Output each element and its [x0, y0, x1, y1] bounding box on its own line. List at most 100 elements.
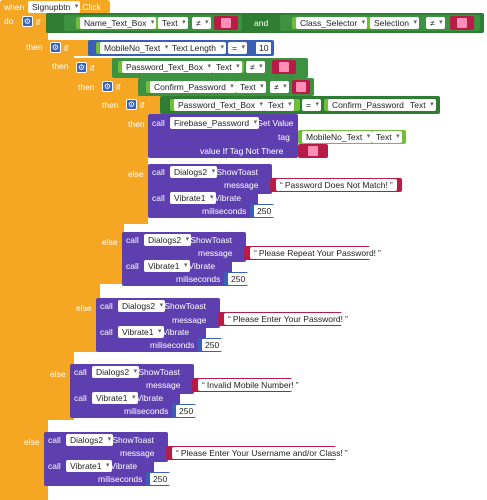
vibrate-2-call: call — [126, 261, 139, 271]
cond3-prop-dropdown[interactable]: Text — [212, 61, 242, 73]
if-4-gear-icon[interactable]: ⚙ — [102, 81, 113, 92]
if-block-5[interactable] — [122, 96, 148, 224]
cond4-empty-string — [296, 82, 306, 92]
firebase-component-dropdown[interactable]: Firebase_Password — [170, 117, 260, 129]
vibrate-3-call: call — [100, 327, 113, 337]
if-1-then-label: then — [26, 42, 43, 52]
if-block-2[interactable] — [46, 40, 74, 420]
cond3-empty-string — [279, 62, 289, 72]
if-3-gear-icon[interactable]: ⚙ — [76, 62, 87, 73]
toast-invalid-mobile-text[interactable]: Invalid Mobile Number! — [198, 379, 303, 391]
vibrate-5-ms-label: miliseconds — [98, 474, 143, 484]
toast-enter-pw-method: .ShowToast — [162, 301, 206, 311]
toast-mismatch-method: .ShowToast — [214, 167, 258, 177]
vibrate-2-method: .Vibrate — [186, 261, 216, 271]
if-5-gear-icon[interactable]: ⚙ — [126, 99, 137, 110]
vibrate-3-method: .Vibrate — [160, 327, 190, 337]
if-2-label: if — [64, 43, 69, 53]
vibrate-4-component-dropdown[interactable]: Vibrate1 — [92, 392, 138, 404]
vibrate-3-component-dropdown[interactable]: Vibrate1 — [118, 326, 164, 338]
cond4-prop-dropdown[interactable]: Text — [236, 81, 266, 93]
if-block-3[interactable] — [72, 58, 100, 352]
event-block-signupbtn-click[interactable] — [0, 0, 18, 500]
firebase-tag-label: tag — [278, 132, 290, 142]
if-block-4[interactable] — [98, 78, 124, 284]
cond5-left-prop-dropdown[interactable]: Text — [264, 99, 294, 111]
toast-enter-user-dialogs-dropdown[interactable]: Dialogs2 — [66, 434, 114, 446]
cond2-prop-dropdown[interactable]: Text Length — [168, 42, 226, 54]
vibrate-2-component-dropdown[interactable]: Vibrate1 — [144, 260, 190, 272]
if-block-1[interactable] — [18, 13, 48, 500]
if-4-then-label: then — [102, 100, 119, 110]
cond1-right-component-dropdown[interactable]: Class_Selector — [296, 17, 368, 29]
toast-enter-user-message-label: message — [120, 448, 155, 458]
toast-enter-user-text[interactable]: Please Enter Your Username and/or Class! — [172, 447, 352, 459]
firebase-tag-prop-dropdown[interactable]: Text — [372, 131, 402, 143]
cond1-left-empty-string — [221, 18, 231, 28]
toast-enter-pw-message-label: message — [172, 315, 207, 325]
event-component-dropdown[interactable]: Signupbtn — [28, 1, 81, 13]
event-name-label: .Click — [80, 2, 101, 12]
vibrate-2-ms-value[interactable]: 250 — [228, 273, 249, 285]
firebase-value-if-label: value If Tag Not There — [200, 146, 284, 156]
cond5-left-component-dropdown[interactable]: Password_Text_Box — [174, 99, 266, 111]
cond2-value[interactable]: 10 — [256, 42, 272, 54]
vibrate-4-ms-value[interactable]: 250 — [176, 405, 197, 417]
if-1-else-label: else — [24, 437, 40, 447]
cond3-op-dropdown[interactable]: ≠ — [246, 61, 265, 73]
toast-invalid-mobile-dialogs-dropdown[interactable]: Dialogs2 — [92, 366, 140, 378]
toast-invalid-mobile-call: call — [74, 367, 87, 377]
toast-mismatch-call: call — [152, 167, 165, 177]
vibrate-1-ms-value[interactable]: 250 — [254, 205, 275, 217]
toast-mismatch-text[interactable]: Password Does Not Match! — [276, 179, 397, 191]
vibrate-3-ms-value[interactable]: 250 — [202, 339, 223, 351]
cond1-right-prop-dropdown[interactable]: Selection — [370, 17, 419, 29]
if-5-then-label: then — [128, 119, 145, 129]
toast-enter-pw-text[interactable]: Please Enter Your Password! — [224, 313, 352, 325]
cond1-left-component-dropdown[interactable]: Name_Text_Box — [80, 17, 157, 29]
toast-mismatch-message-label: message — [224, 180, 259, 190]
toast-repeat-text[interactable]: Please Repeat Your Password! — [250, 247, 385, 259]
cond1-left-prop-dropdown[interactable]: Text — [158, 17, 188, 29]
if-5-else-label: else — [128, 169, 144, 179]
cond3-component-dropdown[interactable]: Password_Text_Box — [122, 61, 214, 73]
vibrate-5-ms-value[interactable]: 250 — [150, 473, 171, 485]
cond4-op-dropdown[interactable]: ≠ — [270, 81, 289, 93]
vibrate-3-ms-label: miliseconds — [150, 340, 195, 350]
if-2-gear-icon[interactable]: ⚙ — [50, 42, 61, 53]
if-5-label: if — [140, 100, 145, 110]
vibrate-1-method: .Vibrate — [212, 193, 242, 203]
cond4-component-dropdown[interactable]: Confirm_Password — [150, 81, 236, 93]
cond1-op-dropdown[interactable]: ≠ — [192, 17, 211, 29]
if-1-label: if — [36, 17, 41, 27]
toast-enter-pw-call: call — [100, 301, 113, 311]
if-3-label: if — [90, 63, 95, 73]
toast-repeat-dialogs-dropdown[interactable]: Dialogs2 — [144, 234, 192, 246]
firebase-tag-component-dropdown[interactable]: MobileNo_Text — [302, 131, 373, 143]
vibrate-2-ms-label: miliseconds — [176, 274, 221, 284]
cond5-right-component-dropdown[interactable]: Confirm_Password — [328, 99, 414, 111]
toast-mismatch-dialogs-dropdown[interactable]: Dialogs2 — [170, 166, 218, 178]
vibrate-1-ms-label: miliseconds — [202, 206, 247, 216]
toast-enter-user-call: call — [48, 435, 61, 445]
when-label: when — [4, 2, 25, 12]
cond1-and-label: and — [254, 18, 269, 28]
vibrate-4-ms-label: miliseconds — [124, 406, 169, 416]
cond1-right-op-dropdown[interactable]: ≠ — [426, 17, 445, 29]
if-2-then-label: then — [52, 61, 69, 71]
if-4-else-label: else — [102, 237, 118, 247]
if-1-gear-icon[interactable]: ⚙ — [22, 16, 33, 27]
cond2-op-dropdown[interactable]: = — [228, 42, 247, 54]
vibrate-1-component-dropdown[interactable]: Vibrate1 — [170, 192, 216, 204]
firebase-method-label: .Get Value — [254, 118, 294, 128]
vibrate-5-call: call — [48, 461, 61, 471]
cond5-op-dropdown[interactable]: = — [302, 99, 321, 111]
vibrate-4-call: call — [74, 393, 87, 403]
vibrate-5-component-dropdown[interactable]: Vibrate1 — [66, 460, 112, 472]
toast-repeat-call: call — [126, 235, 139, 245]
vibrate-5-method: .Vibrate — [108, 461, 138, 471]
toast-enter-pw-dialogs-dropdown[interactable]: Dialogs2 — [118, 300, 166, 312]
firebase-call-label: call — [152, 118, 165, 128]
cond5-right-prop-dropdown[interactable]: Text — [406, 99, 436, 111]
cond2-component-dropdown[interactable]: MobileNo_Text — [100, 42, 171, 54]
